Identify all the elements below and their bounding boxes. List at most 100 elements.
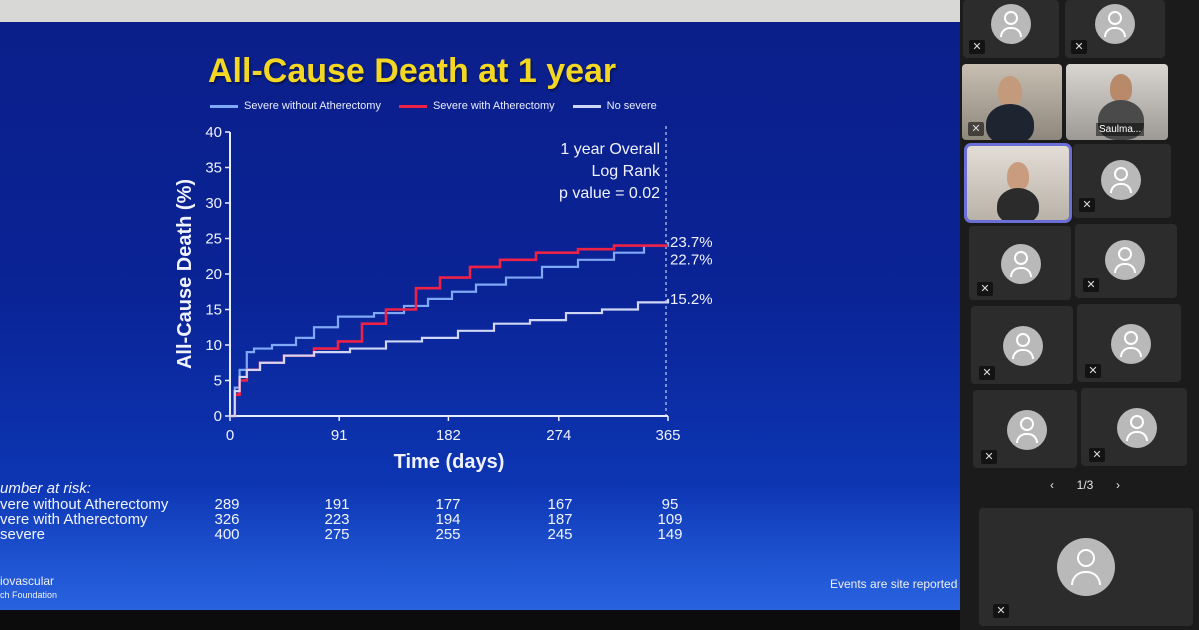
participant-tile[interactable]: ✕: [1073, 144, 1171, 218]
risk-cell: 109: [657, 511, 683, 528]
series-line-1: [230, 242, 670, 418]
risk-cell: 275: [324, 526, 350, 543]
x-tick-label: 274: [546, 427, 571, 444]
mic-muted-icon: ✕: [1089, 448, 1105, 462]
mic-muted-icon: ✕: [1079, 198, 1095, 212]
mic-muted-icon: ✕: [977, 282, 993, 296]
risk-cell: 194: [435, 511, 461, 528]
risk-row-label: vere without Atherectomy: [0, 496, 169, 513]
participant-tile[interactable]: ✕: [963, 0, 1059, 58]
mic-muted-icon: ✕: [969, 40, 985, 54]
end-value-label: 15.2%: [670, 291, 713, 308]
participant-body: [986, 104, 1034, 140]
participant-video-tile-speaker[interactable]: Saulma...: [1066, 64, 1168, 140]
chevron-right-icon[interactable]: ›: [1116, 478, 1120, 492]
avatar-icon: [1095, 4, 1135, 44]
participant-tile[interactable]: ✕: [1081, 388, 1187, 466]
presentation-slide: All-Cause Death at 1 year Severe without…: [0, 22, 968, 610]
y-tick-label: 15: [205, 302, 222, 319]
y-tick-label: 10: [205, 337, 222, 354]
risk-cell: 149: [657, 526, 683, 543]
x-tick-label: 365: [655, 427, 680, 444]
participant-tile[interactable]: ✕: [973, 390, 1077, 468]
mic-muted-icon: ✕: [1071, 40, 1087, 54]
monitor-bezel-top: [0, 0, 960, 22]
risk-cell: 255: [435, 526, 461, 543]
series-line-2: [230, 244, 668, 418]
risk-cell: 326: [214, 511, 240, 528]
avatar-icon: [1105, 240, 1145, 280]
avatar-icon: [1101, 160, 1141, 200]
participant-head: [998, 76, 1022, 106]
risk-cell: 167: [547, 496, 573, 513]
x-tick-label: 91: [331, 427, 348, 444]
mic-muted-icon: ✕: [981, 450, 997, 464]
monitor-bezel-bottom: [0, 610, 968, 630]
foundation-line-1: iovascular: [0, 574, 55, 588]
legend-swatch: [398, 104, 427, 108]
risk-cell: 191: [324, 496, 350, 513]
y-tick-label: 5: [214, 373, 222, 390]
log-rank-annotation: 1 year Overall: [560, 141, 660, 158]
avatar-icon: [1117, 408, 1157, 448]
y-tick-label: 20: [205, 266, 222, 283]
avatar-icon: [1057, 538, 1115, 596]
legend-label: No severe: [606, 100, 657, 112]
avatar-icon: [991, 4, 1031, 44]
y-tick-label: 30: [205, 195, 222, 212]
y-tick-label: 40: [205, 124, 222, 141]
participant-video-tile[interactable]: ✕: [962, 64, 1062, 140]
avatar-icon: [1007, 410, 1047, 450]
participant-name-tag: Saulma...: [1096, 123, 1145, 136]
series-line-3: [230, 298, 670, 418]
log-rank-annotation: Log Rank: [592, 163, 661, 180]
x-tick-label: 182: [436, 427, 461, 444]
risk-cell: 289: [214, 496, 240, 513]
risk-cell: 223: [324, 511, 350, 528]
risk-row-label: vere with Atherectomy: [0, 511, 148, 528]
events-note: Events are site reported: [830, 577, 958, 591]
participant-head: [1007, 162, 1029, 190]
y-tick-label: 0: [214, 408, 222, 425]
risk-cell: 95: [661, 496, 679, 513]
x-tick-label: 0: [226, 427, 234, 444]
number-at-risk-table: umber at risk: vere without Atherectomy …: [0, 480, 700, 550]
mic-muted-icon: ✕: [968, 122, 984, 136]
avatar-icon: [1003, 326, 1043, 366]
risk-cell: 187: [547, 511, 573, 528]
participant-tile[interactable]: ✕: [1077, 304, 1181, 382]
legend-item-no-severe: No severe: [572, 100, 657, 112]
page-indicator: 1/3: [1076, 478, 1094, 492]
chart-title: All-Cause Death at 1 year: [208, 52, 617, 90]
log-rank-annotation: p value = 0.02: [559, 185, 660, 202]
foundation-logo-text: iovascular ch Foundation: [0, 574, 57, 602]
y-tick-label: 25: [205, 231, 222, 248]
legend-label: Severe with Atherectomy: [432, 100, 555, 112]
end-value-label: 22.7%: [670, 252, 713, 269]
risk-table-title: umber at risk:: [0, 480, 91, 497]
chart-legend: Severe without Atherectomy Severe with A…: [210, 98, 657, 114]
participant-body: [997, 188, 1039, 220]
participant-tile[interactable]: ✕: [969, 226, 1071, 300]
risk-cell: 245: [547, 526, 573, 543]
participant-head: [1110, 74, 1132, 102]
mic-muted-icon: ✕: [1083, 278, 1099, 292]
end-value-label: 23.7%: [670, 234, 713, 251]
legend-swatch: [210, 104, 238, 108]
x-axis-label: Time (days): [394, 451, 505, 473]
km-chart: 0 5 10 15 20 25 30 35 40 0 91 182 274 365 Time (days) A…: [174, 124, 713, 473]
legend-item-severe-with: Severe with Atherectomy: [398, 100, 555, 112]
y-axis-label: All-Cause Death (%): [174, 179, 196, 369]
slide-glow: [0, 482, 968, 610]
participant-tile[interactable]: ✕: [1065, 0, 1165, 58]
participant-tile[interactable]: ✕: [971, 306, 1073, 384]
avatar-icon: [1111, 324, 1151, 364]
risk-cell: 400: [214, 526, 240, 543]
participant-tile-large[interactable]: ✕: [979, 508, 1193, 626]
foundation-line-2: ch Foundation: [0, 590, 58, 600]
participant-video-tile-active[interactable]: [964, 143, 1072, 223]
chevron-left-icon[interactable]: ‹: [1050, 478, 1054, 492]
legend-label: Severe without Atherectomy: [244, 100, 381, 112]
participant-pager: ‹ 1/3 ›: [1050, 478, 1120, 492]
participant-tile[interactable]: ✕: [1075, 224, 1177, 298]
